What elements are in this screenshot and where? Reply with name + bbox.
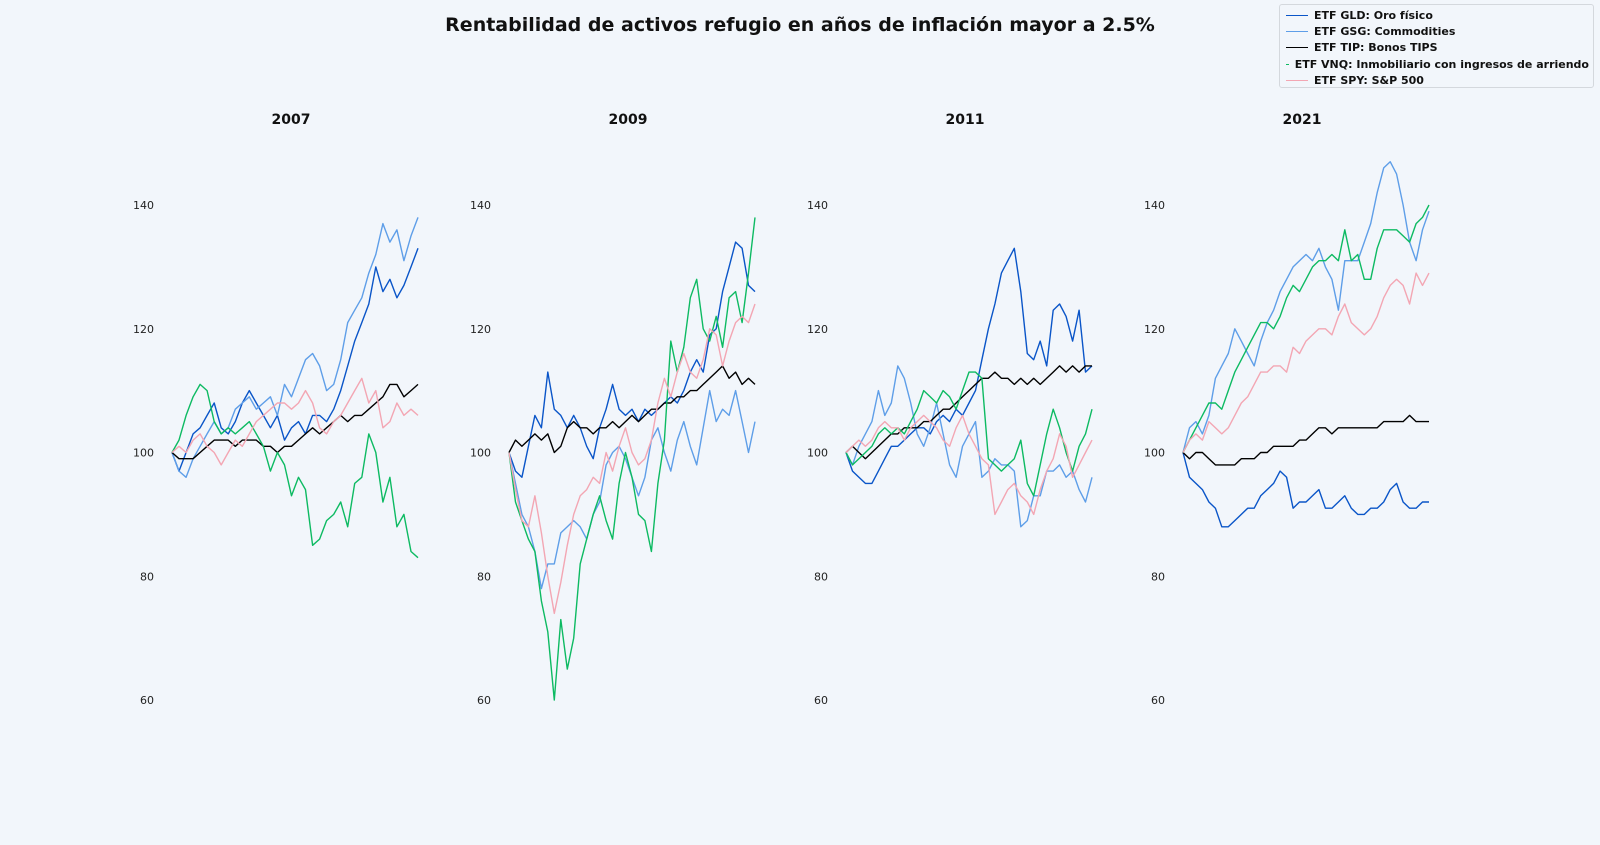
legend-label-vnq: ETF VNQ: Inmobiliario con ingresos de ar… <box>1294 57 1589 71</box>
series-line-gsg <box>1182 160 1430 453</box>
y-tick-label: 60 <box>1151 694 1165 707</box>
series-line-gld <box>845 247 1093 485</box>
panel-2011: 2011 60 80 100 120 140 <box>807 112 1093 707</box>
panel-title: 2009 <box>609 112 648 128</box>
legend-item-gld: ETF GLD: Oro físico <box>1284 7 1589 23</box>
legend-label-tip: ETF TIP: Bonos TIPS <box>1314 41 1438 55</box>
series-line-vnq <box>171 383 419 559</box>
y-tick-label: 120 <box>133 323 154 336</box>
series-line-spy <box>508 303 756 615</box>
legend-swatch-gsg <box>1286 31 1308 33</box>
y-tick-label: 140 <box>807 199 828 212</box>
y-tick-label: 100 <box>807 447 828 460</box>
y-tick-label: 60 <box>477 694 491 707</box>
series-line-vnq <box>845 371 1093 497</box>
y-tick-label: 60 <box>140 694 154 707</box>
series-line-vnq <box>1182 204 1430 453</box>
legend-swatch-gld <box>1286 14 1308 16</box>
panel-2009: 2009 60 80 100 120 140 <box>470 112 756 707</box>
series-line-gld <box>508 241 756 478</box>
legend-item-vnq: ETF VNQ: Inmobiliario con ingresos de ar… <box>1284 56 1589 72</box>
y-tick-label: 80 <box>1151 570 1165 583</box>
series-line-gsg <box>171 217 419 478</box>
y-tick-label: 80 <box>814 570 828 583</box>
y-tick-label: 80 <box>477 570 491 583</box>
legend: ETF GLD: Oro físico ETF GSG: Commodities… <box>1279 4 1594 88</box>
series-line-vnq <box>508 217 756 701</box>
series-line-tip <box>508 365 756 454</box>
series-line-spy <box>171 377 419 466</box>
series-line-tip <box>171 383 419 460</box>
legend-label-spy: ETF SPY: S&P 500 <box>1314 74 1424 88</box>
panel-title: 2007 <box>272 112 311 128</box>
y-tick-label: 100 <box>470 447 491 460</box>
y-tick-label: 120 <box>470 323 491 336</box>
legend-swatch-vnq <box>1286 63 1289 65</box>
y-tick-label: 120 <box>807 323 828 336</box>
legend-item-gsg: ETF GSG: Commodities <box>1284 23 1589 39</box>
y-tick-label: 140 <box>470 199 491 212</box>
panel-2007: 2007 60 80 100 120 140 <box>133 112 419 707</box>
y-tick-label: 100 <box>1144 447 1165 460</box>
series-line-gld <box>171 248 419 472</box>
y-tick-label: 100 <box>133 447 154 460</box>
legend-swatch-spy <box>1286 80 1308 82</box>
series-line-tip <box>845 365 1092 460</box>
series-line-gld <box>1182 452 1429 528</box>
series-line-tip <box>1182 414 1429 466</box>
legend-swatch-tip <box>1286 47 1308 49</box>
y-tick-label: 140 <box>133 199 154 212</box>
y-tick-label: 140 <box>1144 199 1165 212</box>
series-line-spy <box>845 414 1093 516</box>
legend-label-gld: ETF GLD: Oro físico <box>1314 8 1433 22</box>
legend-label-gsg: ETF GSG: Commodities <box>1314 25 1456 39</box>
chart-title: Rentabilidad de activos refugio en años … <box>445 14 1155 36</box>
panel-title: 2011 <box>946 112 985 128</box>
panel-title: 2021 <box>1283 112 1322 128</box>
y-tick-label: 80 <box>140 570 154 583</box>
y-tick-label: 120 <box>1144 323 1165 336</box>
legend-item-tip: ETF TIP: Bonos TIPS <box>1284 40 1589 56</box>
panel-2021: 2021 60 80 100 120 140 <box>1144 112 1430 707</box>
legend-item-spy: ETF SPY: S&P 500 <box>1284 73 1589 89</box>
series-line-spy <box>1182 272 1430 453</box>
y-tick-label: 60 <box>814 694 828 707</box>
